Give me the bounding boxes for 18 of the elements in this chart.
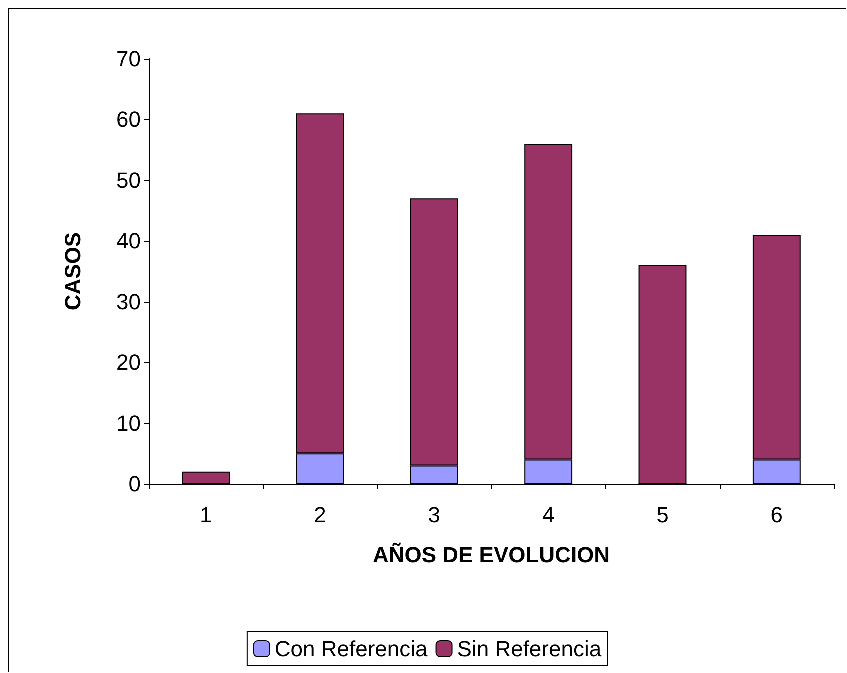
x-tick-label: 3 (428, 502, 441, 528)
y-tick-label: 30 (116, 289, 141, 314)
x-tick-label: 5 (656, 502, 669, 528)
y-tick-label: 10 (116, 410, 141, 436)
y-tick-label: 60 (116, 107, 141, 132)
y-axis-title: CASOS (60, 232, 86, 311)
x-axis-title: AÑOS DE EVOLUCION (372, 542, 610, 568)
y-tick-label: 0 (128, 472, 141, 496)
x-tick-label: 2 (314, 502, 326, 528)
y-tick-label: 20 (116, 350, 141, 376)
y-tick-label: 50 (116, 168, 141, 193)
x-tick-label: 6 (770, 502, 784, 528)
x-tick-label: 1 (200, 502, 212, 528)
x-tick-label: 4 (542, 502, 555, 528)
legend-label: Sin Referencia (457, 636, 602, 662)
y-tick-label: 70 (116, 46, 141, 72)
y-tick-label: 40 (116, 228, 141, 254)
legend-label: Con Referencia (274, 636, 429, 662)
